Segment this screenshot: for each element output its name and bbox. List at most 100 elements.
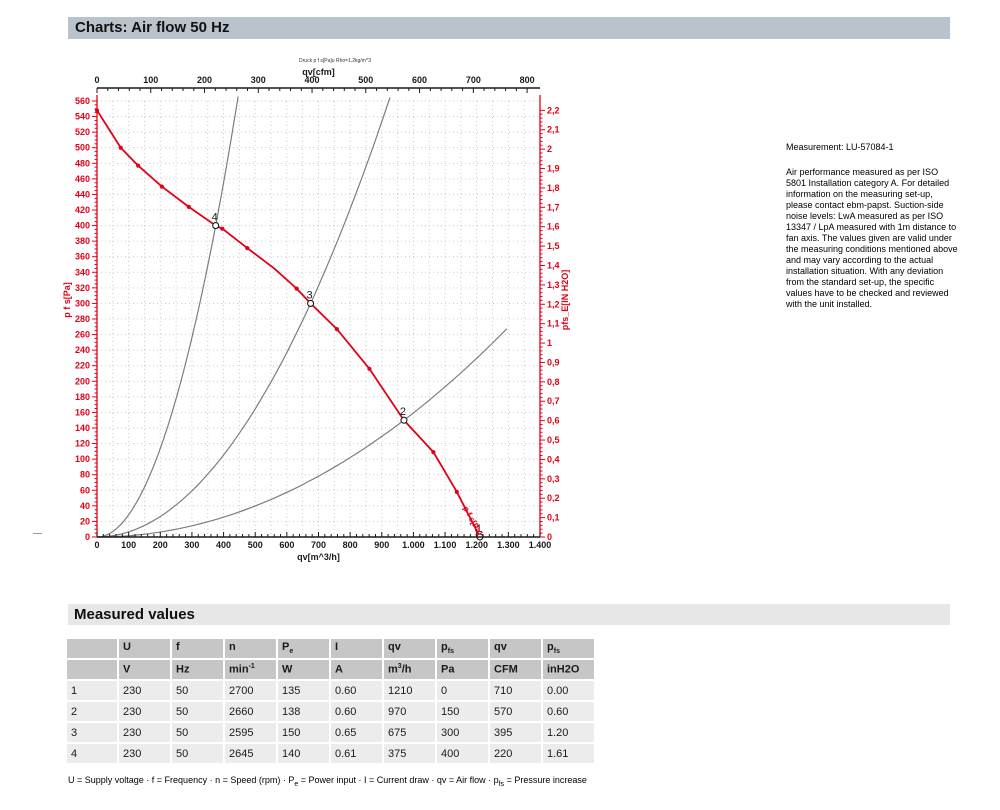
- cell: 570: [490, 702, 541, 721]
- left-axis-title: p f s[Pa]: [62, 282, 72, 318]
- svg-text:360: 360: [75, 252, 90, 262]
- cell: 0.65: [331, 723, 382, 742]
- header-cell: n: [225, 639, 276, 658]
- operating-point-label: 4: [212, 212, 218, 224]
- table-row: 4 230 50 2645 140 0.61 375 400 220 1.61: [67, 744, 594, 763]
- unit-cell: min-1: [225, 660, 276, 679]
- svg-text:100: 100: [121, 540, 136, 550]
- fan-curve: [96, 109, 481, 538]
- unit-cell: inH2O: [543, 660, 594, 679]
- svg-text:380: 380: [75, 236, 90, 246]
- svg-text:2: 2: [547, 144, 552, 154]
- cell: 675: [384, 723, 435, 742]
- svg-text:0,3: 0,3: [547, 474, 560, 484]
- svg-text:420: 420: [75, 205, 90, 215]
- curve-dot: [367, 366, 372, 371]
- svg-text:520: 520: [75, 127, 90, 137]
- svg-text:1,2: 1,2: [547, 299, 560, 309]
- header-cell: U: [119, 639, 170, 658]
- svg-text:460: 460: [75, 174, 90, 184]
- cell: 300: [437, 723, 488, 742]
- cell: 2700: [225, 681, 276, 700]
- svg-text:160: 160: [75, 407, 90, 417]
- row-id: 2: [67, 702, 117, 721]
- row-id: 4: [67, 744, 117, 763]
- cell: 0.61: [331, 744, 382, 763]
- cell: 50: [172, 681, 223, 700]
- cell: 2645: [225, 744, 276, 763]
- svg-text:280: 280: [75, 314, 90, 324]
- cell: 1210: [384, 681, 435, 700]
- cell: 50: [172, 702, 223, 721]
- table-row: 2 230 50 2660 138 0.60 970 150 570 0.60: [67, 702, 594, 721]
- svg-text:300: 300: [251, 75, 266, 85]
- svg-text:1.300: 1.300: [497, 540, 520, 550]
- cell: 710: [490, 681, 541, 700]
- curve-dot: [186, 204, 191, 209]
- cell: 1.61: [543, 744, 594, 763]
- cell: 150: [278, 723, 329, 742]
- header-cell: I: [331, 639, 382, 658]
- svg-text:1,3: 1,3: [547, 280, 560, 290]
- svg-text:1,1: 1,1: [547, 319, 560, 329]
- svg-text:200: 200: [197, 75, 212, 85]
- svg-text:480: 480: [75, 158, 90, 168]
- unit-cell: W: [278, 660, 329, 679]
- svg-text:0,4: 0,4: [547, 454, 560, 464]
- svg-text:200: 200: [153, 540, 168, 550]
- cell: 395: [490, 723, 541, 742]
- system-curve: [96, 97, 391, 538]
- system-curve: [96, 96, 239, 538]
- curve-dot: [136, 163, 141, 168]
- svg-text:100: 100: [75, 454, 90, 464]
- page-title-bar: Charts: Air flow 50 Hz: [68, 17, 950, 39]
- svg-text:1.400: 1.400: [529, 540, 552, 550]
- cell: 375: [384, 744, 435, 763]
- svg-text:800: 800: [343, 540, 358, 550]
- unit-cell: CFM: [490, 660, 541, 679]
- svg-text:500: 500: [75, 143, 90, 153]
- svg-text:60: 60: [80, 485, 90, 495]
- svg-text:100: 100: [143, 75, 158, 85]
- curve-dot: [118, 145, 123, 150]
- svg-text:600: 600: [279, 540, 294, 550]
- unit-cell: m3/h: [384, 660, 435, 679]
- measured-values-bar: Measured values: [68, 604, 950, 625]
- svg-text:540: 540: [75, 112, 90, 122]
- svg-text:240: 240: [75, 345, 90, 355]
- svg-text:20: 20: [80, 516, 90, 526]
- svg-text:1: 1: [547, 338, 552, 348]
- header-cell-empty: [67, 639, 117, 658]
- svg-text:300: 300: [184, 540, 199, 550]
- svg-text:180: 180: [75, 392, 90, 402]
- svg-text:700: 700: [311, 540, 326, 550]
- cell: 0.60: [331, 702, 382, 721]
- cell: 1.20: [543, 723, 594, 742]
- cell: 150: [437, 702, 488, 721]
- cell: 230: [119, 723, 170, 742]
- measurement-disclaimer: Air performance measured as per ISO 5801…: [786, 167, 958, 309]
- svg-text:560: 560: [75, 96, 90, 106]
- curve-dot: [431, 450, 436, 455]
- margin-mark: [33, 533, 42, 534]
- measurement-id: Measurement: LU-57084-1: [786, 142, 894, 152]
- svg-text:200: 200: [75, 376, 90, 386]
- cell: 0.60: [331, 681, 382, 700]
- cell: 50: [172, 744, 223, 763]
- svg-text:700: 700: [466, 75, 481, 85]
- svg-text:1,5: 1,5: [547, 241, 560, 251]
- svg-text:220: 220: [75, 361, 90, 371]
- svg-text:600: 600: [412, 75, 427, 85]
- svg-text:1,7: 1,7: [547, 202, 560, 212]
- unit-cell: Hz: [172, 660, 223, 679]
- unit-cell: Pa: [437, 660, 488, 679]
- svg-text:2,1: 2,1: [547, 125, 560, 135]
- svg-text:0: 0: [94, 540, 99, 550]
- header-cell: pfs: [543, 639, 594, 658]
- curve-dot: [454, 489, 459, 494]
- svg-text:440: 440: [75, 189, 90, 199]
- svg-text:1,9: 1,9: [547, 164, 560, 174]
- svg-text:80: 80: [80, 470, 90, 480]
